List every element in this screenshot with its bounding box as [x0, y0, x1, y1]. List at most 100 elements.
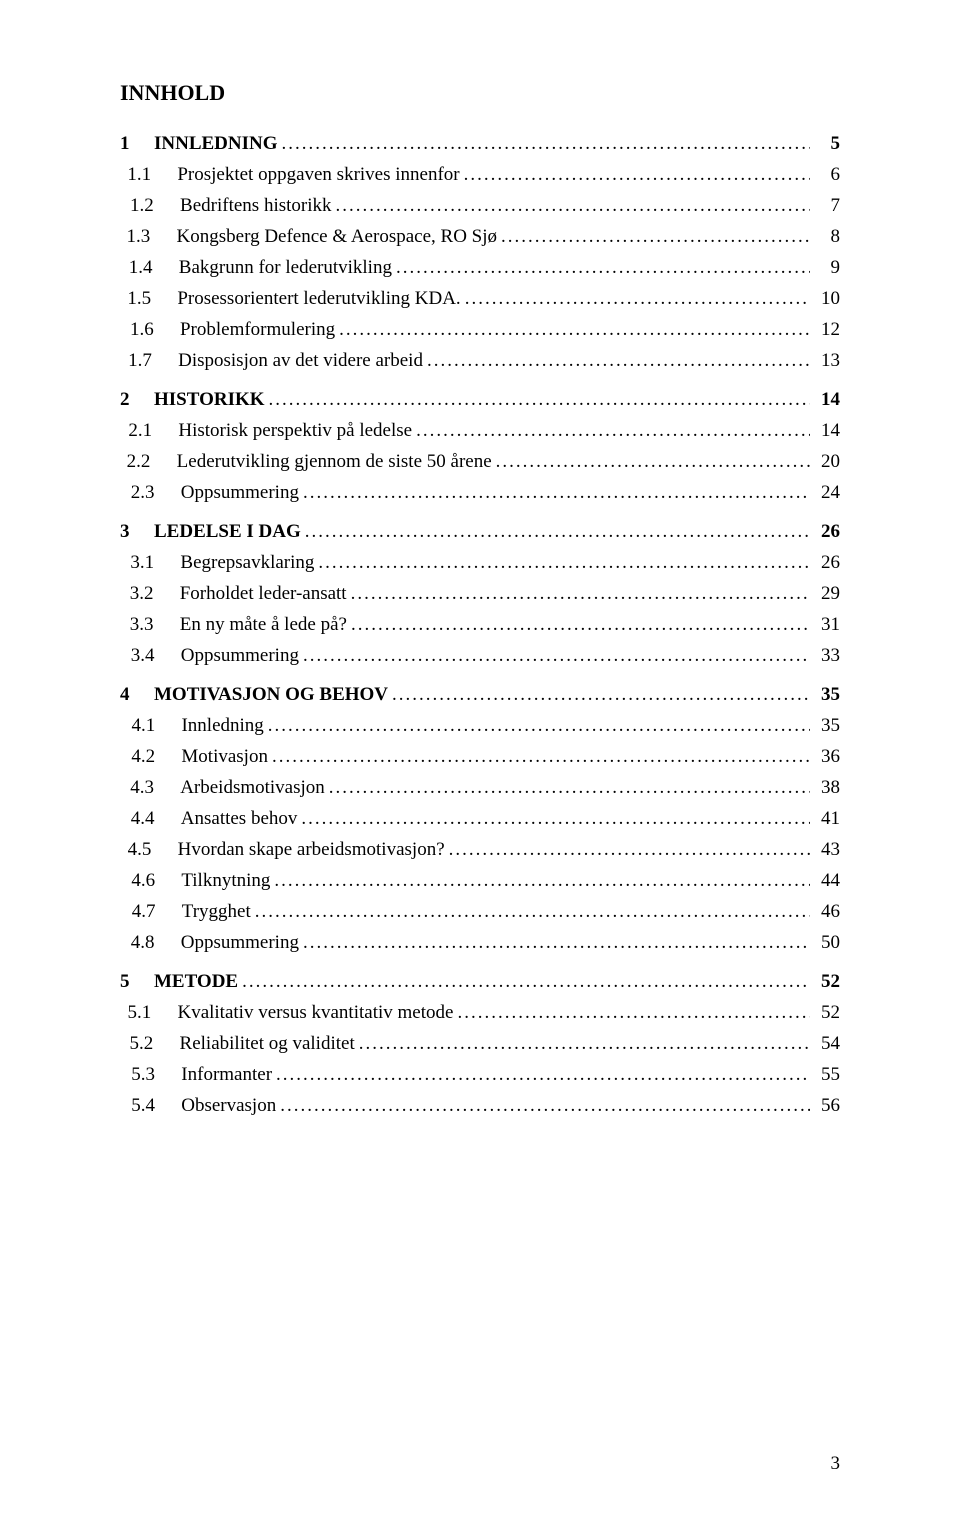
toc-leader [416, 421, 810, 440]
toc-page: 29 [814, 584, 840, 603]
toc-row: 1.1Prosjektet oppgaven skrives innenfor6 [120, 165, 840, 184]
toc-leader [359, 1034, 810, 1053]
toc-leader [457, 1003, 810, 1022]
toc-row: 1INNLEDNING5 [120, 134, 840, 153]
toc-sub-title: En ny måte å lede på? [180, 615, 347, 634]
toc-sub-title: Lederutvikling gjennom de siste 50 årene [177, 452, 492, 471]
toc-leader [351, 584, 810, 603]
toc-leader [268, 716, 810, 735]
toc-page: 46 [814, 902, 840, 921]
toc-leader [301, 809, 810, 828]
toc-sub-number: 2.2 [127, 452, 177, 471]
toc-chapter-title: HISTORIKK [154, 390, 265, 409]
toc-chapter-number: 5 [120, 972, 154, 991]
toc-page: 52 [814, 1003, 840, 1022]
toc-leader [465, 289, 810, 308]
toc-sub-number: 3.1 [130, 553, 180, 572]
toc-chapter-title: MOTIVASJON OG BEHOV [154, 685, 388, 704]
toc-sub-title: Innledning [181, 716, 263, 735]
toc-page: 41 [814, 809, 840, 828]
toc-leader [318, 553, 810, 572]
toc-chapter-title: METODE [154, 972, 238, 991]
toc-sub-number: 4.5 [128, 840, 178, 859]
toc-page: 55 [814, 1065, 840, 1084]
toc-page: 52 [814, 972, 840, 991]
toc-sub-number: 1.3 [127, 227, 177, 246]
toc-sub-number: 1.1 [127, 165, 177, 184]
toc-sub-title: Motivasjon [181, 747, 268, 766]
toc-page: 8 [814, 227, 840, 246]
toc-leader [303, 483, 810, 502]
toc-row: 5.2Reliabilitet og validitet 54 [120, 1034, 840, 1053]
toc-row: 2HISTORIKK 14 [120, 390, 840, 409]
toc-row: 5METODE 52 [120, 972, 840, 991]
toc-row: 4.7Trygghet 46 [120, 902, 840, 921]
toc-sub-number: 1.4 [129, 258, 179, 277]
toc-row: 4.3Arbeidsmotivasjon38 [120, 778, 840, 797]
toc-sub-title: Forholdet leder-ansatt [180, 584, 347, 603]
toc-page: 24 [814, 483, 840, 502]
toc-sub-number: 4.4 [131, 809, 181, 828]
toc-leader [242, 972, 810, 991]
toc-page: 36 [814, 747, 840, 766]
toc-row: 5.1Kvalitativ versus kvantitativ metode5… [120, 1003, 840, 1022]
toc-page: 35 [814, 685, 840, 704]
toc-row: 1.6Problemformulering12 [120, 320, 840, 339]
toc-row: 1.4Bakgrunn for lederutvikling9 [120, 258, 840, 277]
toc-row: 5.3Informanter55 [120, 1065, 840, 1084]
toc-page: 13 [814, 351, 840, 370]
page: INNHOLD 1INNLEDNING51.1Prosjektet oppgav… [0, 0, 960, 1523]
toc-sub-title: Trygghet [182, 902, 251, 921]
toc-sub-number: 1.7 [128, 351, 178, 370]
toc-sub-title: Reliabilitet og validitet [180, 1034, 355, 1053]
toc-sub-title: Kvalitativ versus kvantitativ metode [177, 1003, 453, 1022]
toc-page: 54 [814, 1034, 840, 1053]
toc-sub-title: Oppsummering [181, 646, 299, 665]
toc-sub-title: Oppsummering [181, 483, 299, 502]
toc-page: 26 [814, 553, 840, 572]
toc-sub-title: Prosessorientert lederutvikling KDA. [177, 289, 460, 308]
toc-sub-title: Historisk perspektiv på ledelse [178, 421, 412, 440]
toc-page: 26 [814, 522, 840, 541]
toc-leader [464, 165, 810, 184]
toc-leader [336, 196, 811, 215]
toc-leader [274, 871, 810, 890]
toc-sub-number: 4.3 [130, 778, 180, 797]
toc-row: 3.3En ny måte å lede på?31 [120, 615, 840, 634]
toc-sub-number: 3.4 [131, 646, 181, 665]
toc-sub-number: 1.6 [130, 320, 180, 339]
toc-row: 3LEDELSE I DAG26 [120, 522, 840, 541]
toc-sub-number: 5.4 [131, 1096, 181, 1115]
toc-sub-title: Begrepsavklaring [180, 553, 314, 572]
toc-chapter-number: 2 [120, 390, 154, 409]
toc-leader [329, 778, 810, 797]
toc-leader [339, 320, 810, 339]
table-of-contents: 1INNLEDNING5 1.1Prosjektet oppgaven skriv… [120, 134, 840, 1115]
toc-page: 6 [814, 165, 840, 184]
toc-chapter-number: 4 [120, 685, 154, 704]
toc-leader [396, 258, 810, 277]
toc-sub-number: 4.7 [132, 902, 182, 921]
toc-sub-number: 5.2 [130, 1034, 180, 1053]
toc-row: 4.6Tilknytning44 [120, 871, 840, 890]
toc-page: 10 [814, 289, 840, 308]
toc-row: 5.4Observasjon56 [120, 1096, 840, 1115]
toc-row: 1.7Disposisjon av det videre arbeid13 [120, 351, 840, 370]
toc-sub-number: 4.1 [131, 716, 181, 735]
toc-chapter-number: 1 [120, 134, 154, 153]
toc-page: 5 [814, 134, 840, 153]
toc-page: 7 [814, 196, 840, 215]
toc-sub-title: Informanter [181, 1065, 272, 1084]
toc-leader [449, 840, 810, 859]
toc-sub-number: 4.2 [131, 747, 181, 766]
toc-sub-title: Bedriftens historikk [180, 196, 331, 215]
toc-sub-title: Observasjon [181, 1096, 276, 1115]
toc-row: 4.5Hvordan skape arbeidsmotivasjon?43 [120, 840, 840, 859]
toc-row: 4MOTIVASJON OG BEHOV 35 [120, 685, 840, 704]
toc-page: 12 [814, 320, 840, 339]
toc-row: 4.8Oppsummering50 [120, 933, 840, 952]
toc-leader [501, 227, 810, 246]
toc-page: 33 [814, 646, 840, 665]
toc-page: 14 [814, 390, 840, 409]
toc-page: 20 [814, 452, 840, 471]
